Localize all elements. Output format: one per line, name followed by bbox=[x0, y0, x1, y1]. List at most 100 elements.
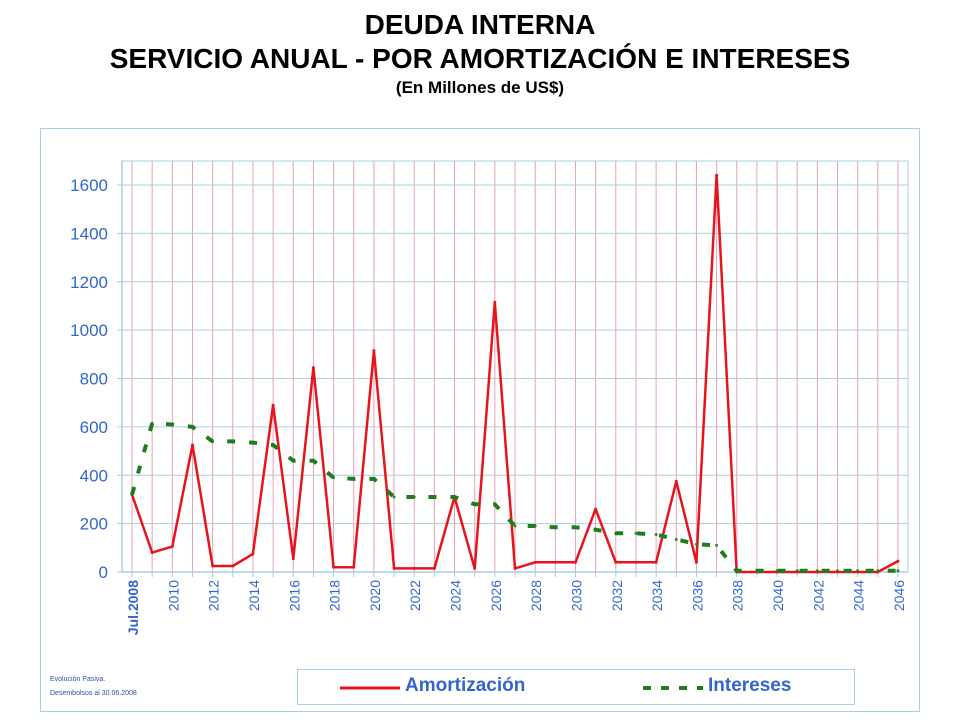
x-tick-label: 2024 bbox=[448, 580, 464, 611]
intereses-point bbox=[352, 477, 356, 481]
x-tick-label: 2014 bbox=[246, 580, 262, 611]
amortizacion-point bbox=[271, 403, 275, 407]
amortizacion-point bbox=[694, 560, 698, 564]
intereses-point bbox=[755, 569, 759, 573]
intereses-point bbox=[674, 537, 678, 541]
chart-subtitle: (En Millones de US$) bbox=[395, 78, 565, 97]
amortizacion-point bbox=[311, 366, 315, 370]
intereses-point bbox=[291, 459, 295, 463]
amortizacion-point bbox=[533, 560, 537, 564]
intereses-point bbox=[614, 531, 618, 535]
intereses-point bbox=[876, 569, 880, 573]
x-tick-label: 2026 bbox=[488, 580, 504, 611]
amortizacion-point bbox=[332, 565, 336, 569]
x-tick-label: 2030 bbox=[568, 580, 584, 611]
intereses-point bbox=[473, 502, 477, 506]
amortizacion-point bbox=[493, 300, 497, 304]
intereses-point bbox=[332, 476, 336, 480]
intereses-point bbox=[775, 569, 779, 573]
intereses-point bbox=[735, 569, 739, 573]
intereses-point bbox=[896, 569, 900, 573]
x-tick-label: 2020 bbox=[367, 580, 383, 611]
legend-amortizacion-label: Amortización bbox=[405, 675, 526, 696]
x-tick-label: 2018 bbox=[327, 580, 343, 611]
y-tick-label: 1200 bbox=[70, 273, 108, 292]
amortizacion-point bbox=[190, 443, 194, 447]
amortizacion-point bbox=[412, 566, 416, 570]
amortizacion-point bbox=[573, 560, 577, 564]
amortizacion-point bbox=[211, 564, 215, 568]
y-tick-label: 800 bbox=[80, 370, 108, 389]
amortizacion-point bbox=[170, 545, 174, 549]
legend-amortizacion-swatch bbox=[340, 686, 400, 690]
x-tick-label: 2028 bbox=[528, 580, 544, 611]
y-tick-label: 0 bbox=[99, 563, 108, 582]
amortizacion-point bbox=[896, 559, 900, 563]
y-tick-label: 400 bbox=[80, 466, 108, 485]
y-tick-label: 200 bbox=[80, 515, 108, 534]
legend: Amortización Intereses bbox=[297, 669, 855, 705]
intereses-point bbox=[211, 439, 215, 443]
amortizacion-point bbox=[231, 564, 235, 568]
amortizacion-point bbox=[594, 507, 598, 511]
amortizacion-point bbox=[150, 551, 154, 555]
intereses-point bbox=[311, 459, 315, 463]
footnote-line-1: Evolución Pasiva. bbox=[50, 676, 106, 683]
intereses-point bbox=[493, 502, 497, 506]
intereses-point bbox=[130, 493, 134, 497]
amortizacion-point bbox=[251, 552, 255, 556]
intereses-point bbox=[553, 525, 557, 529]
x-tick-label: Jul.2008 bbox=[125, 580, 141, 635]
x-tick-label: 2040 bbox=[770, 580, 786, 611]
x-tick-label: 2034 bbox=[649, 580, 665, 611]
y-tick-label: 1000 bbox=[70, 321, 108, 340]
x-tick-label: 2036 bbox=[689, 580, 705, 611]
intereses-point bbox=[513, 524, 517, 528]
intereses-point bbox=[634, 531, 638, 535]
intereses-point bbox=[694, 542, 698, 546]
x-tick-label: 2046 bbox=[891, 580, 907, 611]
intereses-point bbox=[372, 477, 376, 481]
intereses-point bbox=[715, 543, 719, 547]
legend-intereses-label: Intereses bbox=[708, 675, 792, 696]
amortizacion-point bbox=[513, 566, 517, 570]
x-tick-label: 2044 bbox=[851, 580, 867, 611]
intereses-point bbox=[815, 569, 819, 573]
intereses-point bbox=[453, 495, 457, 499]
amortizacion-point bbox=[352, 565, 356, 569]
intereses-point bbox=[594, 528, 598, 532]
intereses-point bbox=[170, 422, 174, 426]
chart-frame bbox=[40, 128, 920, 712]
y-tick-label: 1600 bbox=[70, 176, 108, 195]
x-tick-label: 2016 bbox=[286, 580, 302, 611]
chart-title: DEUDA INTERNA SERVICIO ANUAL - POR AMORT… bbox=[0, 8, 960, 100]
amortizacion-point bbox=[654, 560, 658, 564]
intereses-point bbox=[533, 524, 537, 528]
amortizacion-point bbox=[553, 560, 557, 564]
amortizacion-point bbox=[291, 557, 295, 561]
x-tick-label: 2032 bbox=[609, 580, 625, 611]
y-tick-label: 1400 bbox=[70, 224, 108, 243]
x-tick-label: 2038 bbox=[730, 580, 746, 611]
amortizacion-point bbox=[674, 479, 678, 483]
x-tick-label: 2042 bbox=[810, 580, 826, 611]
intereses-point bbox=[856, 569, 860, 573]
amortizacion-point bbox=[392, 566, 396, 570]
title-line-2: SERVICIO ANUAL - POR AMORTIZACIÓN E INTE… bbox=[109, 43, 851, 74]
intereses-point bbox=[150, 421, 154, 425]
x-tick-label: 2012 bbox=[206, 580, 222, 611]
amortizacion-point bbox=[634, 560, 638, 564]
amortizacion-point bbox=[614, 560, 618, 564]
x-tick-label: 2022 bbox=[407, 580, 423, 611]
amortizacion-point bbox=[432, 566, 436, 570]
intereses-point bbox=[251, 441, 255, 445]
intereses-point bbox=[432, 495, 436, 499]
intereses-point bbox=[836, 569, 840, 573]
intereses-point bbox=[412, 495, 416, 499]
title-line-1: DEUDA INTERNA bbox=[364, 9, 596, 40]
amortizacion-point bbox=[372, 349, 376, 353]
intereses-point bbox=[795, 569, 799, 573]
intereses-point bbox=[271, 443, 275, 447]
legend-intereses-swatch bbox=[643, 686, 703, 690]
